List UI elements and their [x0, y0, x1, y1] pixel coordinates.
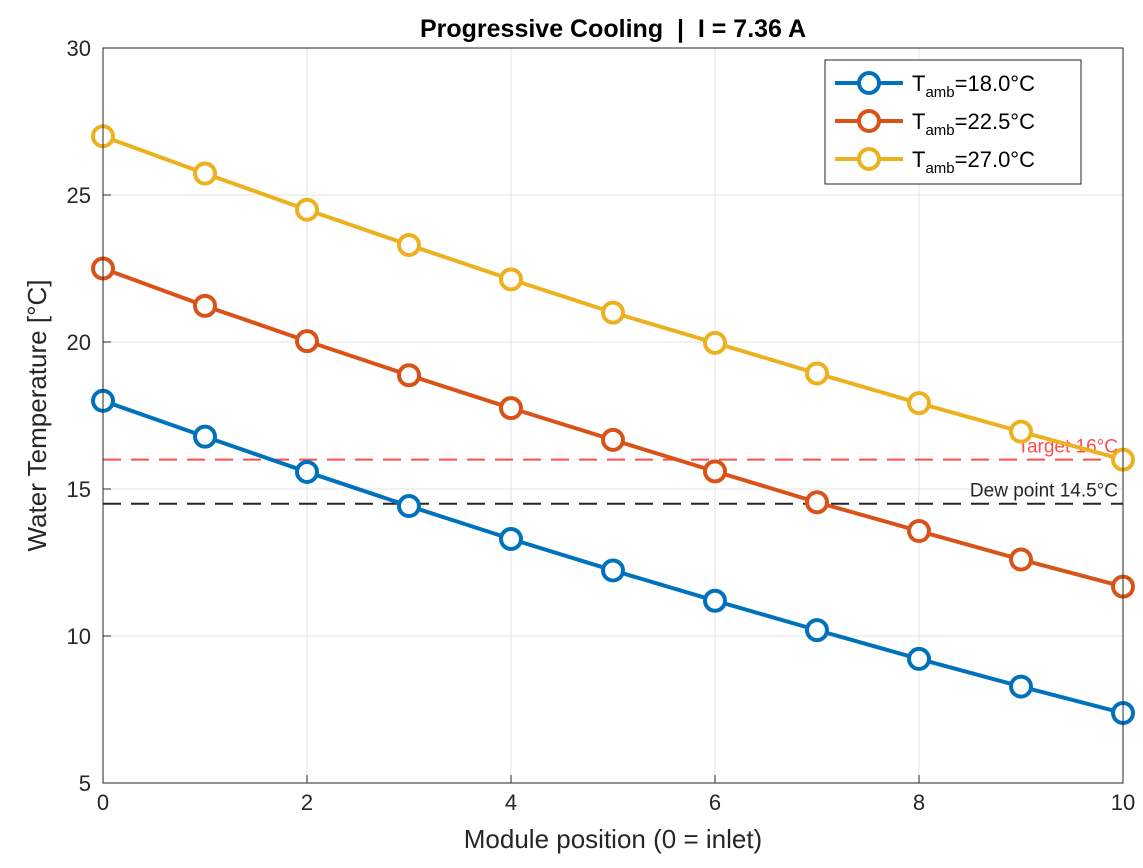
legend-marker [857, 109, 881, 133]
data-point [397, 232, 421, 257]
x-tick-label: 0 [97, 790, 109, 815]
series-1 [91, 388, 1135, 726]
data-point [805, 618, 829, 643]
axis-ticks: 0 2 4 6 8 10 5 10 15 20 25 30 [67, 36, 1136, 815]
series-line [102, 134, 1124, 462]
data-point [193, 293, 217, 318]
x-tick-label: 2 [301, 790, 313, 815]
data-point [397, 494, 421, 519]
legend-marker [857, 71, 881, 95]
data-point [601, 558, 625, 583]
chart-title: Progressive Cooling | I = 7.36 A [420, 15, 806, 43]
legend-label: Tamb=18.0°C [912, 71, 1035, 101]
y-tick-label: 30 [67, 36, 91, 61]
x-tick-label: 8 [913, 790, 925, 815]
series-2 [91, 256, 1135, 599]
data-point [907, 519, 931, 544]
data-point [703, 459, 727, 484]
legend-label: Tamb=22.5°C [912, 109, 1035, 139]
data-point [295, 329, 319, 354]
data-point [295, 459, 319, 484]
legend-marker [857, 147, 881, 171]
x-tick-label: 4 [505, 790, 517, 815]
data-point [295, 197, 319, 222]
reference-line-label: Dew point 14.5°C [970, 481, 1118, 502]
data-point [1009, 547, 1033, 572]
y-axis-title: Water Temperature [°C] [22, 280, 52, 552]
y-tick-label: 5 [79, 771, 91, 796]
x-tick-label: 10 [1111, 790, 1135, 815]
data-point [397, 363, 421, 388]
data-point [703, 330, 727, 355]
y-tick-label: 10 [67, 624, 91, 649]
data-point [601, 300, 625, 325]
data-point [703, 588, 727, 613]
data-point [805, 490, 829, 515]
data-point [805, 361, 829, 386]
legend: Tamb=18.0°C Tamb=22.5°C Tamb=27.0°C [824, 59, 1082, 185]
data-point [499, 396, 523, 421]
data-point [601, 427, 625, 452]
axes-box [102, 47, 1124, 784]
data-point [1009, 419, 1033, 444]
series-layer [91, 124, 1135, 726]
legend-item: Tamb=22.5°C [835, 109, 1035, 139]
y-tick-label: 25 [67, 183, 91, 208]
x-axis-title: Module position (0 = inlet) [464, 824, 762, 854]
data-point [907, 646, 931, 671]
legend-item: Tamb=18.0°C [835, 71, 1035, 101]
data-point [193, 161, 217, 186]
y-tick-label: 15 [67, 477, 91, 502]
y-tick-label: 20 [67, 330, 91, 355]
data-point [193, 424, 217, 449]
legend-item: Tamb=27.0°C [835, 147, 1035, 177]
data-point [499, 267, 523, 292]
legend-label: Tamb=27.0°C [912, 147, 1035, 177]
data-point [1009, 674, 1033, 699]
data-point [499, 526, 523, 551]
data-point [907, 391, 931, 416]
x-tick-label: 6 [709, 790, 721, 815]
